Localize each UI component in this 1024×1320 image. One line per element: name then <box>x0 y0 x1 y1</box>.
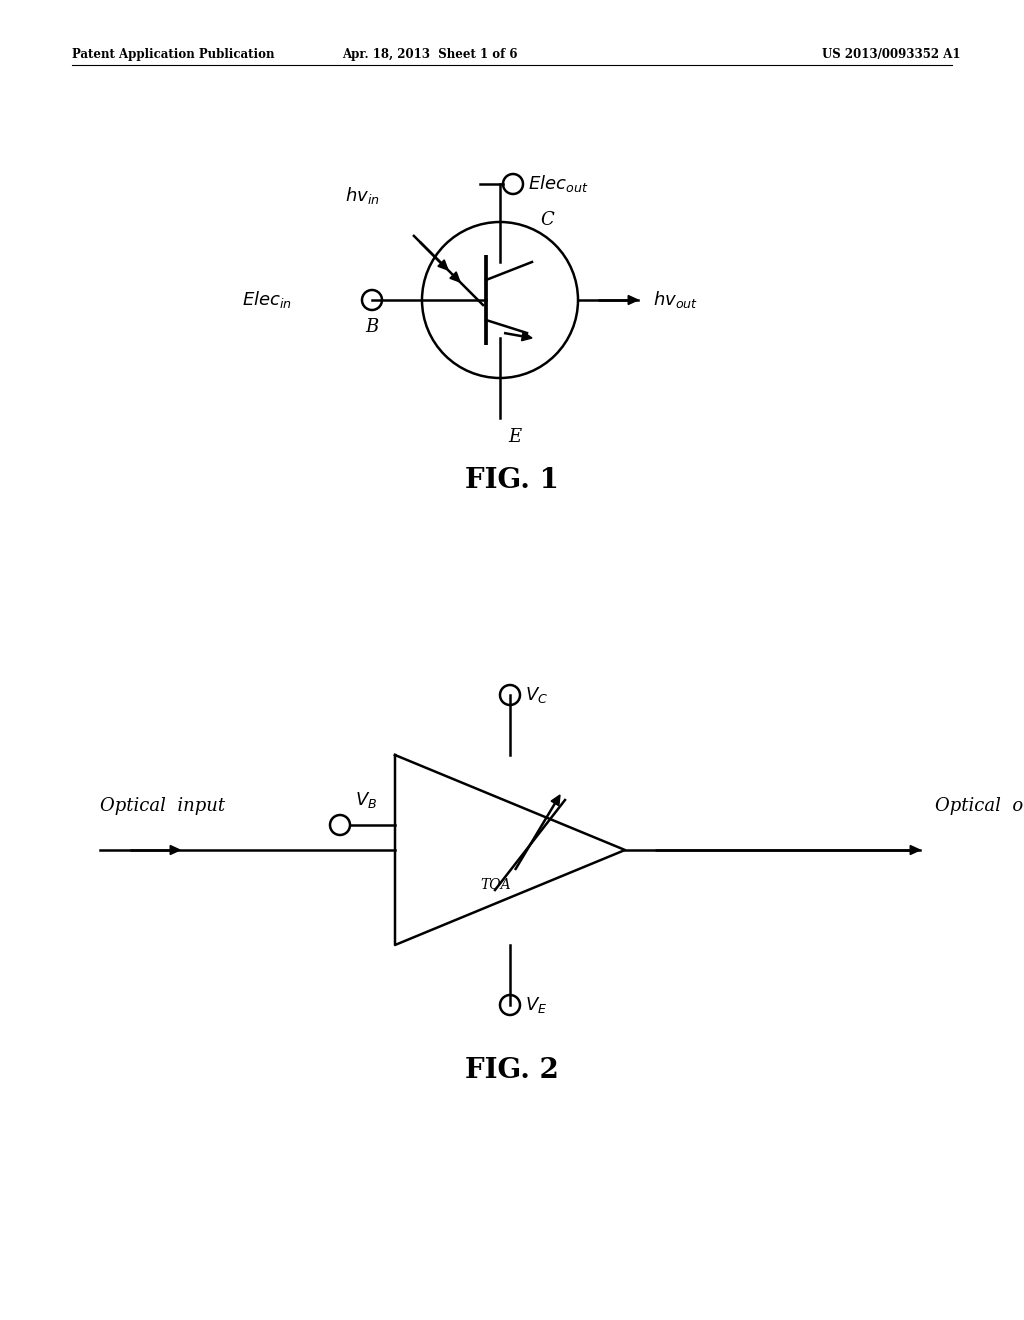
FancyArrow shape <box>628 296 638 305</box>
Text: $Elec_{out}$: $Elec_{out}$ <box>528 173 589 194</box>
FancyArrow shape <box>910 846 920 854</box>
FancyArrow shape <box>450 272 460 282</box>
FancyArrow shape <box>551 795 560 805</box>
Text: $V_E$: $V_E$ <box>525 995 547 1015</box>
Text: $V_B$: $V_B$ <box>355 789 377 810</box>
Text: Patent Application Publication: Patent Application Publication <box>72 48 274 61</box>
Text: B: B <box>366 318 379 337</box>
Text: $Elec_{in}$: $Elec_{in}$ <box>242 289 292 310</box>
Text: E: E <box>509 428 521 446</box>
Text: Optical  output: Optical output <box>935 797 1024 814</box>
Text: FIG. 1: FIG. 1 <box>465 466 559 494</box>
Text: $V_C$: $V_C$ <box>525 685 548 705</box>
Text: Optical  input: Optical input <box>100 797 225 814</box>
FancyArrow shape <box>170 846 180 854</box>
Text: FIG. 2: FIG. 2 <box>465 1056 559 1084</box>
Text: US 2013/0093352 A1: US 2013/0093352 A1 <box>821 48 961 61</box>
Text: $hv_{in}$: $hv_{in}$ <box>345 185 380 206</box>
Text: $hv_{out}$: $hv_{out}$ <box>653 289 698 310</box>
FancyArrow shape <box>521 331 532 341</box>
Text: TOA: TOA <box>480 878 511 892</box>
Text: Apr. 18, 2013  Sheet 1 of 6: Apr. 18, 2013 Sheet 1 of 6 <box>342 48 518 61</box>
Text: C: C <box>540 211 554 228</box>
FancyArrow shape <box>438 260 449 271</box>
